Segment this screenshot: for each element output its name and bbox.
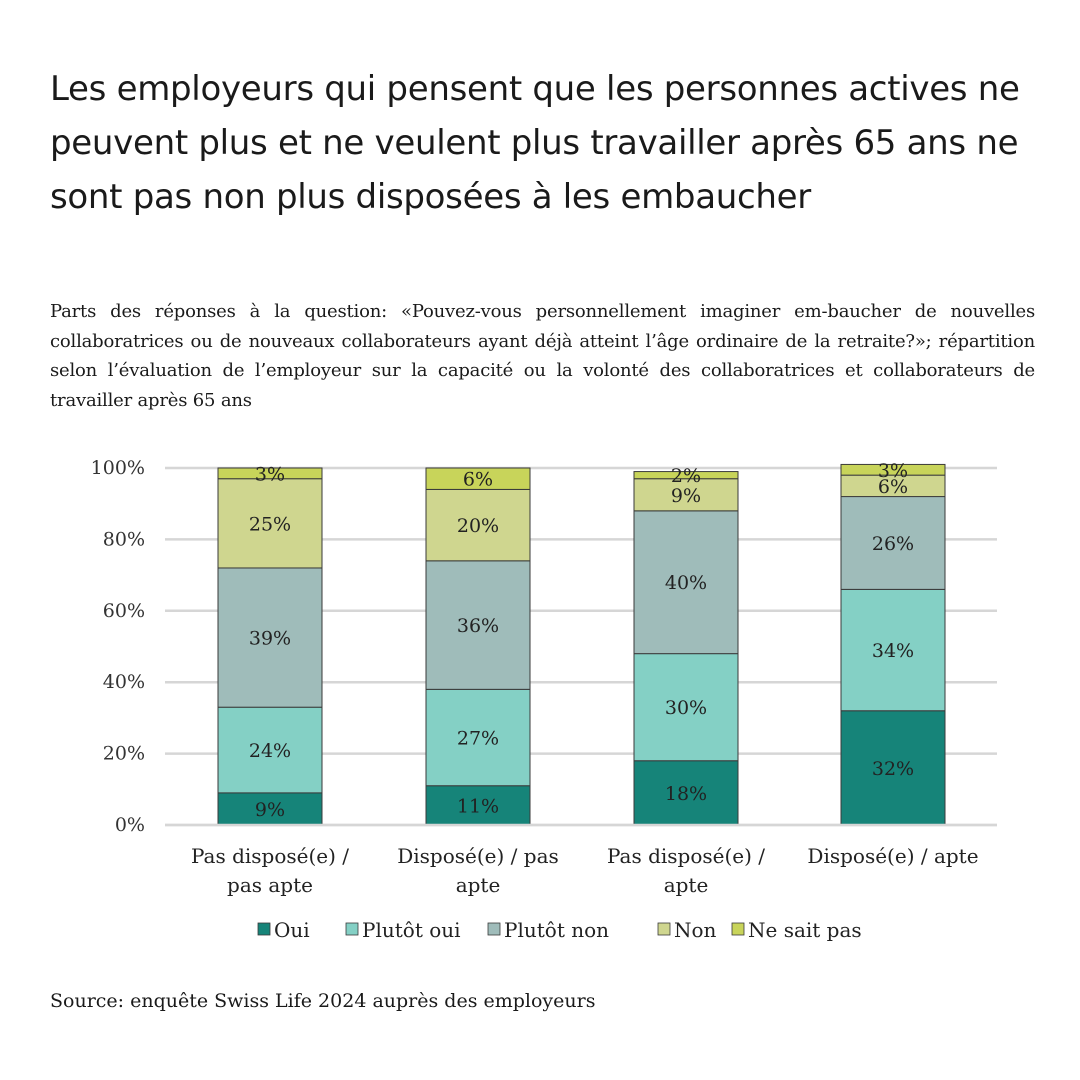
x-category-label: Pas disposé(e) /	[191, 844, 349, 868]
data-label: 30%	[665, 697, 707, 719]
legend-label: Non	[674, 918, 717, 942]
x-category-label: Disposé(e) / apte	[807, 844, 978, 868]
data-label: 32%	[872, 758, 914, 780]
data-label: 18%	[665, 783, 707, 805]
data-label: 9%	[671, 485, 701, 507]
legend-label: Plutôt oui	[362, 918, 461, 942]
bar-segment	[217, 467, 323, 480]
legend-label: Ne sait pas	[748, 918, 862, 942]
legend-swatch	[257, 922, 271, 936]
bar-segment	[633, 471, 739, 480]
bar-segment	[425, 467, 531, 490]
data-label: 6%	[463, 469, 493, 491]
legend-label: Oui	[274, 918, 310, 942]
data-label: 9%	[255, 799, 285, 821]
stacked-bar-chart: 0% 20% 40% 60% 80% 100% 9% 24% 39% 25% 3% 11% 27% 36%…	[91, 457, 997, 942]
bar-segment	[217, 567, 323, 708]
legend-swatch	[345, 922, 359, 936]
bar-segment	[633, 653, 739, 762]
data-label: 3%	[255, 463, 285, 485]
data-label: 34%	[872, 640, 914, 662]
chart-subtitle: Parts des réponses à la question: «Pouve…	[50, 301, 1035, 411]
bar-segment	[217, 706, 323, 794]
data-label: 39%	[249, 628, 291, 650]
x-category-label: apte	[456, 873, 501, 897]
y-tick-label: 100%	[91, 457, 145, 479]
data-label: 26%	[872, 533, 914, 555]
bar-segment	[425, 488, 531, 562]
y-tick-label: 60%	[103, 600, 145, 622]
legend-swatch	[487, 922, 501, 936]
legend-label: Plutôt non	[504, 918, 609, 942]
y-tick-label: 40%	[103, 671, 145, 693]
chart-title: Les employeurs qui pensent que les perso…	[50, 69, 1020, 217]
legend-swatch	[657, 922, 671, 936]
data-label: 36%	[457, 615, 499, 637]
bar-segment	[840, 463, 946, 476]
data-label: 11%	[457, 795, 499, 817]
data-label: 40%	[665, 572, 707, 594]
x-category-label: Pas disposé(e) /	[607, 844, 765, 868]
data-label: 20%	[457, 515, 499, 537]
bar-segment	[633, 760, 739, 826]
data-label: 6%	[878, 476, 908, 498]
bar-segment	[840, 588, 946, 712]
y-tick-label: 80%	[103, 528, 145, 550]
data-label: 27%	[457, 728, 499, 750]
data-label: 24%	[249, 740, 291, 762]
bar-segment	[425, 688, 531, 787]
legend-swatch	[731, 922, 745, 936]
x-category-label: apte	[664, 873, 709, 897]
y-tick-label: 0%	[115, 814, 145, 836]
bar-segment	[633, 478, 739, 512]
data-label: 25%	[249, 513, 291, 535]
source-note: Source: enquête Swiss Life 2024 auprès d…	[50, 990, 596, 1012]
bar-segment	[425, 560, 531, 690]
x-category-label: Disposé(e) / pas	[397, 844, 559, 868]
data-label: 3%	[878, 460, 908, 482]
data-label: 2%	[671, 465, 701, 487]
bar-segment	[633, 510, 739, 655]
x-category-label: pas apte	[227, 873, 313, 897]
y-tick-label: 20%	[103, 743, 145, 765]
